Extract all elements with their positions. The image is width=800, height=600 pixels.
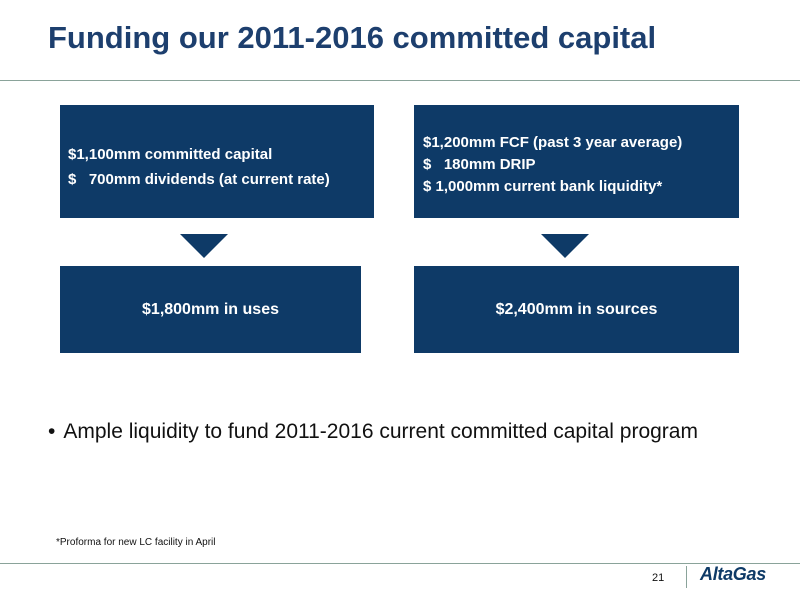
bullet-point: • Ample liquidity to fund 2011-2016 curre… — [48, 420, 698, 444]
footnote: *Proforma for new LC facility in April — [56, 537, 216, 548]
down-arrow-icon — [180, 234, 228, 258]
down-arrow-icon — [541, 234, 589, 258]
sources-total-label: $2,400mm in sources — [495, 300, 658, 318]
sources-line-bank-liquidity: $ 1,000mm current bank liquidity* — [423, 178, 663, 195]
sources-total-box: $2,400mm in sources — [414, 266, 739, 353]
sources-line-fcf: $1,200mm FCF (past 3 year average) — [423, 134, 683, 151]
page-title: Funding our 2011-2016 committed capital — [48, 20, 657, 55]
uses-line-dividends: $ 700mm dividends (at current rate) — [68, 171, 330, 188]
footer-divider — [0, 563, 800, 564]
company-logo: AltaGas — [700, 564, 766, 584]
footer-separator — [686, 566, 687, 588]
uses-total-box: $1,800mm in uses — [60, 266, 361, 353]
bullet-text: Ample liquidity to fund 2011-2016 curren… — [63, 420, 698, 443]
sources-line-drip: $ 180mm DRIP — [423, 156, 536, 173]
uses-total-label: $1,800mm in uses — [142, 300, 279, 318]
title-divider — [0, 80, 800, 81]
uses-detail-box: $1,100mm committed capital $ 700mm divid… — [60, 105, 374, 218]
sources-detail-box: $1,200mm FCF (past 3 year average) $ 180… — [414, 105, 739, 218]
page-number: 21 — [652, 572, 665, 584]
bullet-icon: • — [48, 420, 56, 443]
uses-line-committed-capital: $1,100mm committed capital — [68, 146, 273, 163]
